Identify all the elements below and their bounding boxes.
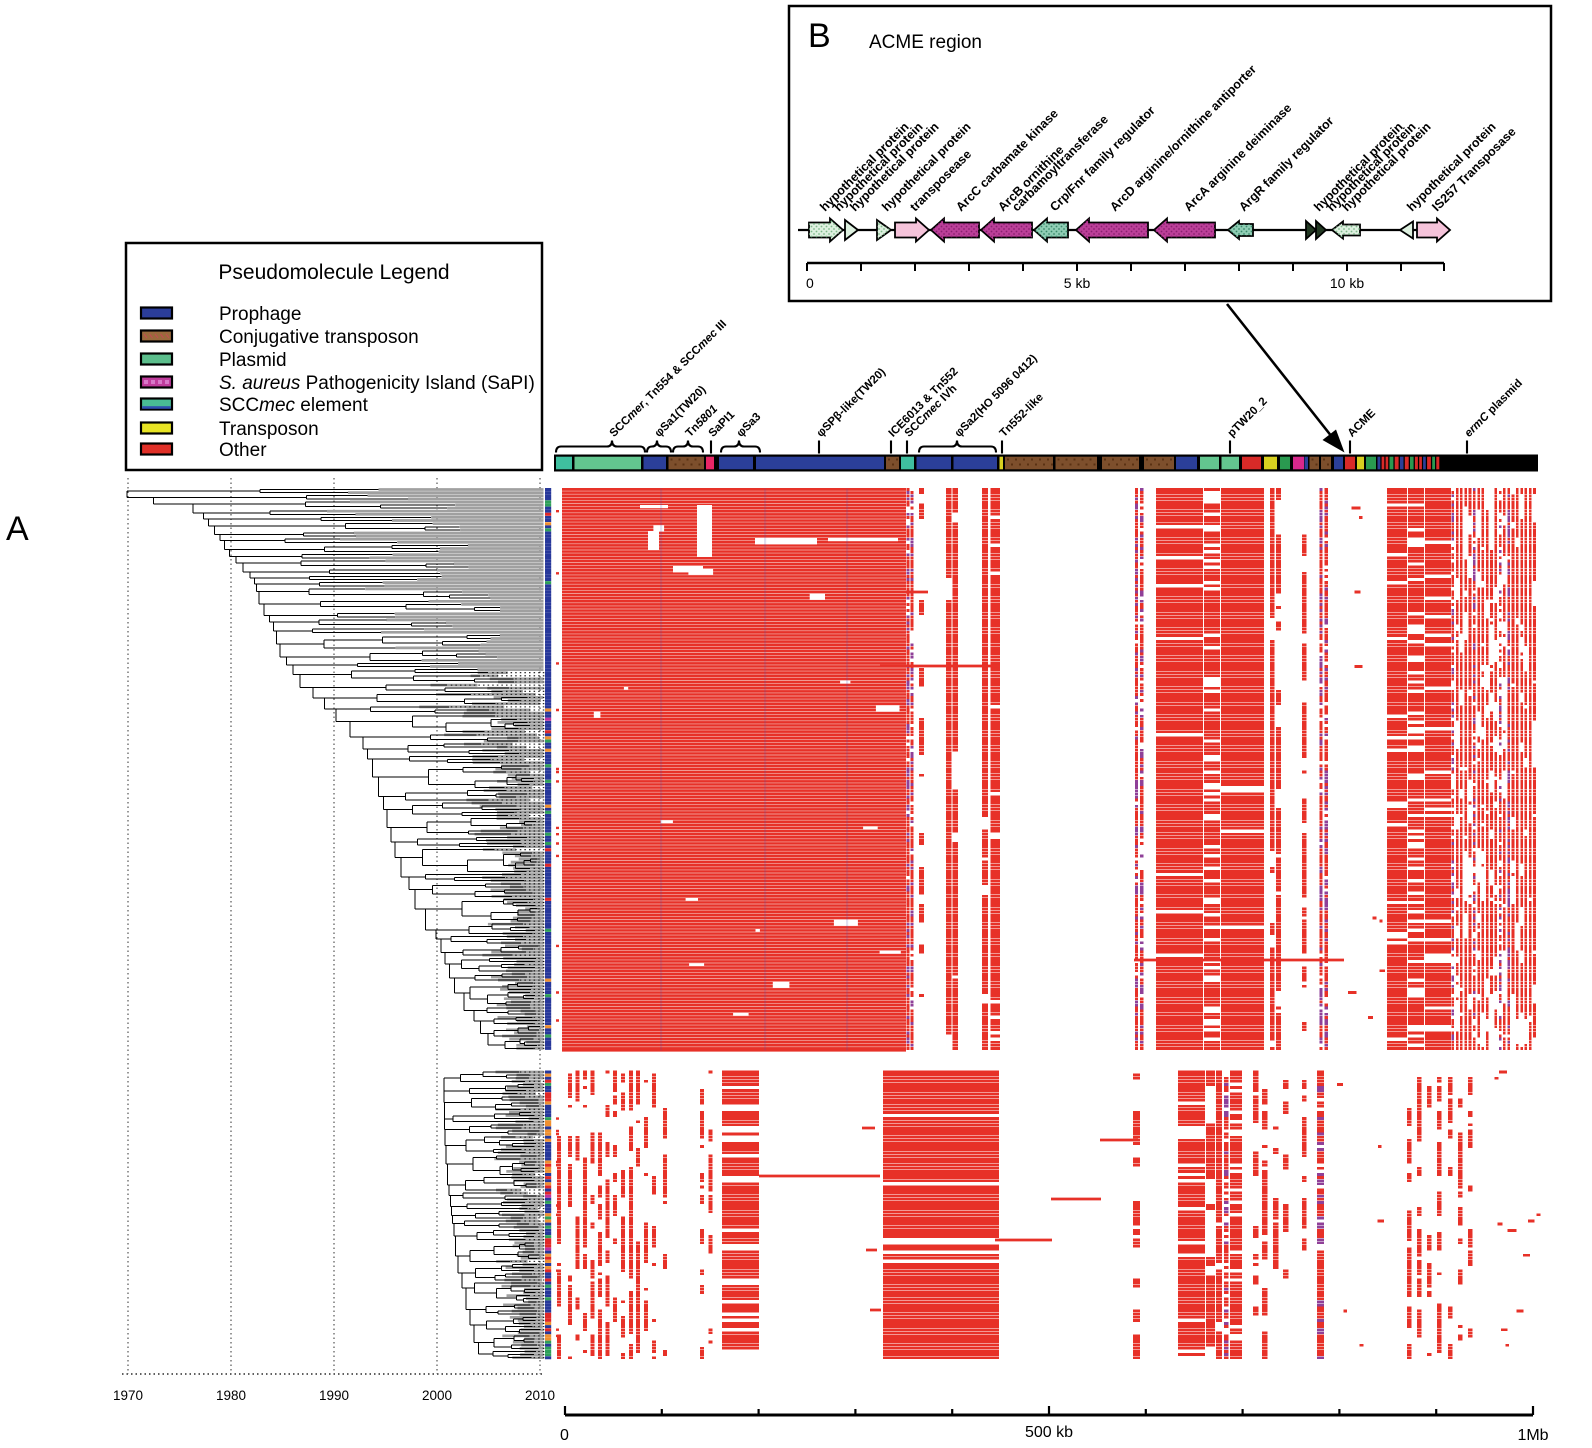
svg-text:SCCmec element: SCCmec element bbox=[219, 395, 369, 416]
svg-text:500 kb: 500 kb bbox=[1025, 1424, 1073, 1441]
svg-text:A: A bbox=[6, 510, 29, 548]
svg-text:Prophage: Prophage bbox=[219, 304, 301, 325]
svg-text:1980: 1980 bbox=[216, 1388, 246, 1403]
svg-text:S. aureus Pathogenicity Island: S. aureus Pathogenicity Island (SaPI) bbox=[219, 373, 535, 394]
svg-text:10 kb: 10 kb bbox=[1330, 275, 1364, 291]
svg-text:1970: 1970 bbox=[113, 1388, 143, 1403]
svg-text:Plasmid: Plasmid bbox=[219, 350, 287, 371]
svg-text:2010: 2010 bbox=[525, 1388, 555, 1403]
svg-text:Conjugative transposon: Conjugative transposon bbox=[219, 327, 419, 348]
svg-text:0: 0 bbox=[560, 1427, 569, 1444]
svg-text:ACME region: ACME region bbox=[869, 32, 982, 53]
svg-text:5 kb: 5 kb bbox=[1064, 275, 1091, 291]
svg-text:Pseudomolecule Legend: Pseudomolecule Legend bbox=[218, 261, 449, 284]
svg-text:Transposon: Transposon bbox=[219, 419, 319, 440]
svg-text:1990: 1990 bbox=[319, 1388, 349, 1403]
svg-text:B: B bbox=[808, 17, 831, 55]
svg-text:2000: 2000 bbox=[422, 1388, 452, 1403]
svg-text:1Mb: 1Mb bbox=[1517, 1427, 1548, 1444]
svg-text:Other: Other bbox=[219, 440, 267, 461]
svg-text:0: 0 bbox=[806, 275, 814, 291]
